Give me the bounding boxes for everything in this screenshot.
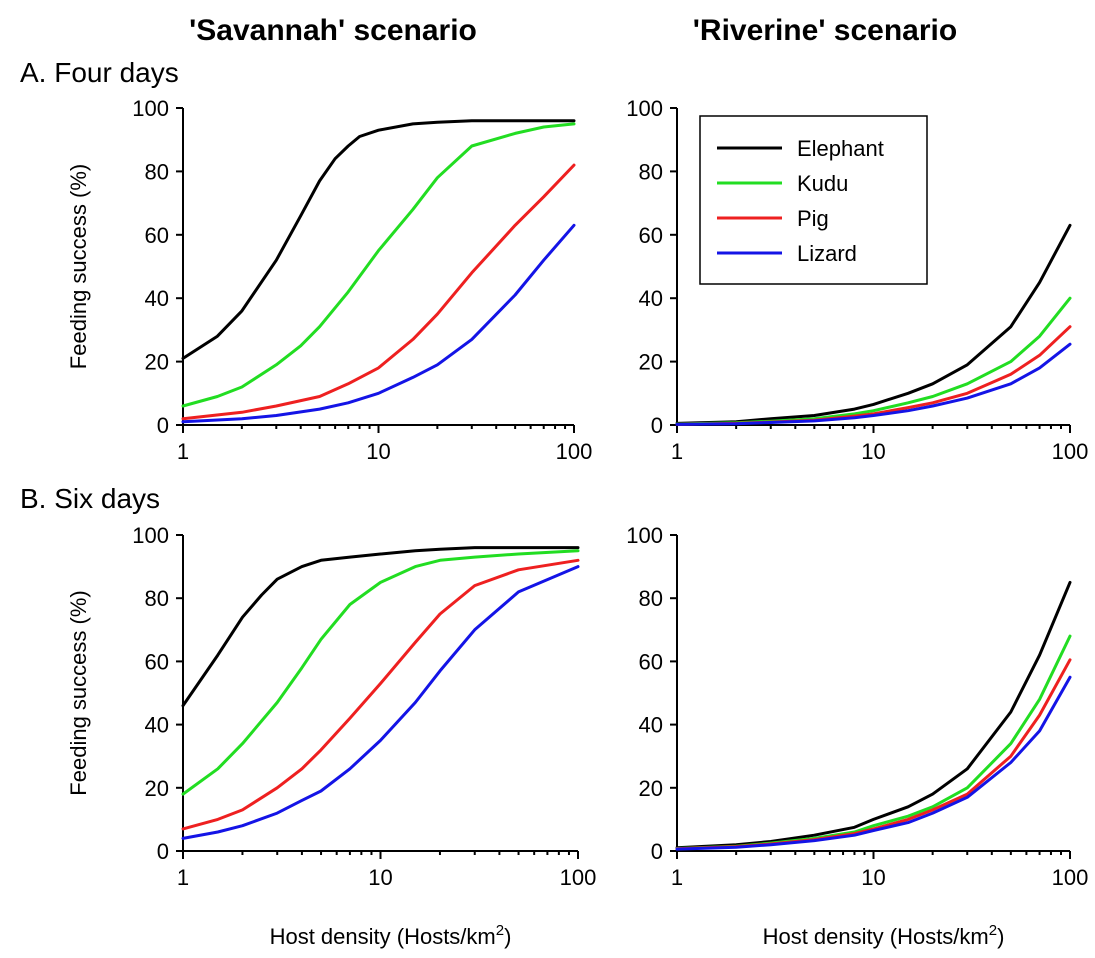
series-line-elephant — [181, 119, 576, 360]
legend-label-kudu: Kudu — [797, 171, 848, 196]
y-tick-label: 20 — [145, 350, 169, 375]
series-line-kudu — [181, 549, 580, 796]
x-tick-label: 1 — [671, 865, 683, 890]
x-tick-label: 1 — [177, 439, 189, 464]
y-tick-label: 80 — [639, 159, 663, 184]
series-line-lizard — [675, 675, 1072, 851]
y-tick-label: 60 — [145, 649, 169, 674]
series-line-kudu — [675, 634, 1072, 850]
y-tick-label: 100 — [132, 523, 169, 548]
legend-label-lizard: Lizard — [797, 241, 857, 266]
series-line-lizard — [181, 223, 576, 424]
y-tick-label: 60 — [145, 223, 169, 248]
y-tick-label: 20 — [639, 350, 663, 375]
series-line-pig — [181, 558, 580, 831]
x-tick-label: 10 — [366, 439, 390, 464]
series-line-lizard — [181, 565, 580, 840]
legend-label-elephant: Elephant — [797, 136, 884, 161]
row-title-four-days: A. Four days — [20, 57, 179, 88]
y-tick-label: 100 — [132, 96, 169, 121]
series-line-lizard — [675, 342, 1072, 426]
y-tick-label: 40 — [639, 713, 663, 738]
panel-b-right: 0 20 40 60 80 100 1 10 100 Host density (Hosts/km… — [626, 523, 1088, 949]
x-tick-label: 100 — [1052, 865, 1089, 890]
panel-a-left: 0 20 40 60 80 100 1 10 100 Feeding success (%) — [66, 96, 592, 464]
y-tick-label: 40 — [145, 713, 169, 738]
y-tick-label: 0 — [157, 413, 169, 438]
x-tick-label: 10 — [368, 865, 392, 890]
x-tick-label: 100 — [556, 439, 593, 464]
x-tick-label: 100 — [560, 865, 597, 890]
y-tick-label: 100 — [626, 96, 663, 121]
y-tick-label: 80 — [639, 586, 663, 611]
column-title-savannah: 'Savannah' scenario — [189, 14, 477, 47]
panel-a-right: 0 20 40 60 80 100 1 10 100 Elephant Kudu Pig Lizard — [626, 96, 1088, 464]
y-tick-label: 100 — [626, 523, 663, 548]
y-tick-label: 20 — [639, 776, 663, 801]
legend: Elephant Kudu Pig Lizard — [699, 115, 928, 285]
x-tick-label: 10 — [861, 439, 885, 464]
legend-label-pig: Pig — [797, 206, 829, 231]
row-title-six-days: B. Six days — [20, 483, 160, 514]
y-tick-label: 80 — [145, 586, 169, 611]
series-line-elephant — [181, 546, 580, 708]
y-tick-label: 0 — [651, 413, 663, 438]
column-title-riverine: 'Riverine' scenario — [693, 14, 957, 47]
series-line-pig — [181, 163, 576, 421]
x-tick-label: 100 — [1052, 439, 1089, 464]
x-tick-label: 1 — [671, 439, 683, 464]
series-line-elephant — [675, 223, 1072, 425]
y-axis-label: Feeding success (%) — [66, 164, 91, 369]
x-tick-label: 10 — [861, 865, 885, 890]
y-tick-label: 60 — [639, 649, 663, 674]
y-tick-label: 60 — [639, 223, 663, 248]
y-axis-label: Feeding success (%) — [66, 590, 91, 795]
y-tick-label: 40 — [145, 286, 169, 311]
series-line-elephant — [675, 580, 1072, 850]
legend-box — [699, 115, 928, 285]
x-tick-label: 1 — [177, 865, 189, 890]
y-tick-label: 0 — [651, 839, 663, 864]
y-tick-label: 20 — [145, 776, 169, 801]
x-axis-label: Host density (Hosts/km2) — [270, 922, 512, 949]
y-tick-label: 40 — [639, 286, 663, 311]
series-line-kudu — [181, 122, 576, 408]
panel-b-left: 0 20 40 60 80 100 1 10 100 Feeding success (%) Hos… — [66, 523, 596, 949]
y-tick-label: 80 — [145, 159, 169, 184]
y-tick-label: 0 — [157, 839, 169, 864]
x-axis-label: Host density (Hosts/km2) — [763, 922, 1005, 949]
